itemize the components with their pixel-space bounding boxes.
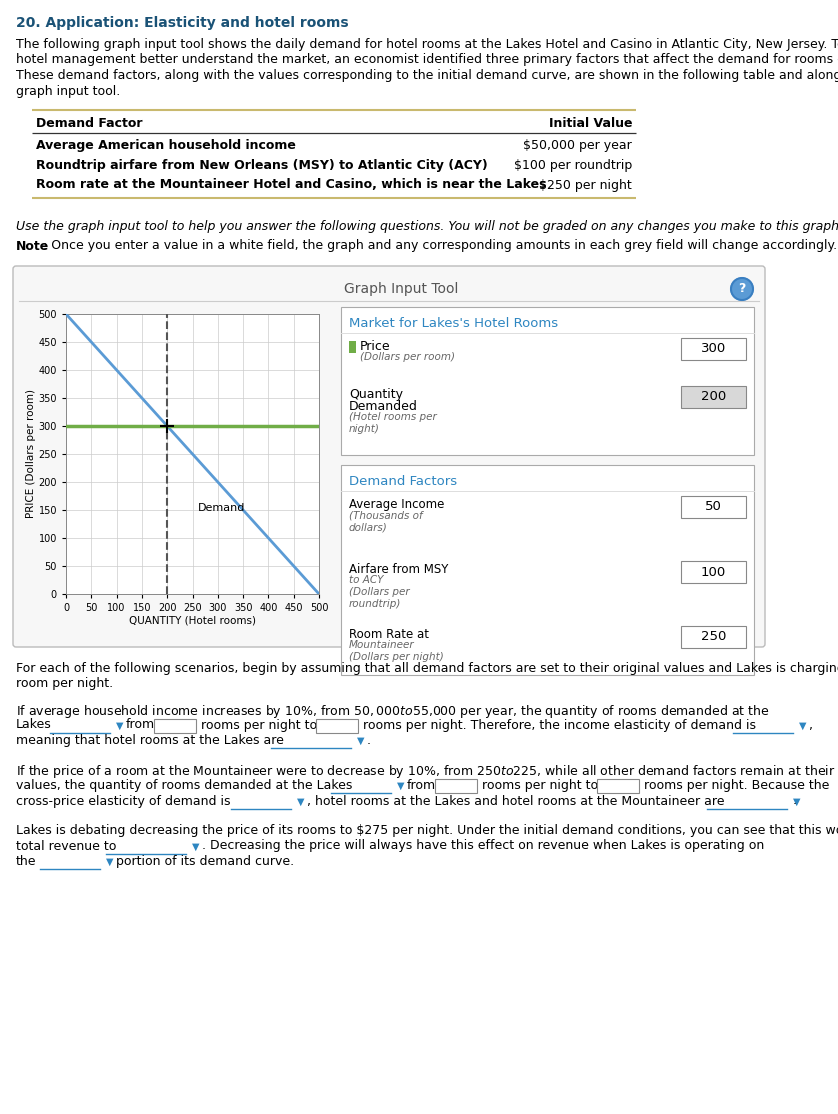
FancyBboxPatch shape <box>681 561 746 583</box>
Text: Quantity: Quantity <box>349 388 403 401</box>
Text: hotel management better understand the market, an economist identified three pri: hotel management better understand the m… <box>16 53 838 67</box>
Text: from: from <box>126 719 155 732</box>
Text: 250: 250 <box>701 631 727 644</box>
Text: rooms per night to: rooms per night to <box>482 779 598 792</box>
Text: roundtrip): roundtrip) <box>349 599 401 609</box>
Text: ▼: ▼ <box>799 721 806 731</box>
Text: portion of its demand curve.: portion of its demand curve. <box>116 856 294 868</box>
X-axis label: QUANTITY (Hotel rooms): QUANTITY (Hotel rooms) <box>129 616 256 626</box>
Text: Roundtrip airfare from New Orleans (MSY) to Atlantic City (ACY): Roundtrip airfare from New Orleans (MSY)… <box>36 159 488 172</box>
Text: (Hotel rooms per: (Hotel rooms per <box>349 412 437 422</box>
FancyBboxPatch shape <box>597 779 639 793</box>
Text: These demand factors, along with the values corresponding to the initial demand : These demand factors, along with the val… <box>16 69 838 82</box>
Text: Lakes: Lakes <box>16 719 52 732</box>
Text: Use the graph input tool to help you answer the following questions. You will no: Use the graph input tool to help you ans… <box>16 219 838 233</box>
Text: Market for Lakes's Hotel Rooms: Market for Lakes's Hotel Rooms <box>349 317 558 330</box>
Text: $250 per night: $250 per night <box>539 178 632 192</box>
FancyBboxPatch shape <box>681 496 746 518</box>
FancyBboxPatch shape <box>681 385 746 408</box>
Text: ▼: ▼ <box>397 781 405 791</box>
FancyBboxPatch shape <box>435 779 477 793</box>
Text: . Decreasing the price will always have this effect on revenue when Lakes is ope: . Decreasing the price will always have … <box>202 840 764 852</box>
Text: ▼: ▼ <box>106 857 113 867</box>
Text: ▼: ▼ <box>192 841 199 851</box>
Text: from: from <box>407 779 436 792</box>
Text: Demanded: Demanded <box>349 400 418 413</box>
FancyBboxPatch shape <box>681 338 746 360</box>
Text: $50,000 per year: $50,000 per year <box>523 139 632 153</box>
Text: graph input tool.: graph input tool. <box>16 85 120 98</box>
Text: Note: Note <box>16 240 49 253</box>
FancyBboxPatch shape <box>681 626 746 648</box>
Text: , hotel rooms at the Lakes and hotel rooms at the Mountaineer are: , hotel rooms at the Lakes and hotel roo… <box>307 794 725 808</box>
Text: Average American household income: Average American household income <box>36 139 296 153</box>
Text: values, the quantity of rooms demanded at the Lakes: values, the quantity of rooms demanded a… <box>16 779 352 792</box>
Text: rooms per night. Because the: rooms per night. Because the <box>644 779 830 792</box>
Text: night): night) <box>349 424 380 434</box>
Text: ▼: ▼ <box>297 797 304 807</box>
FancyBboxPatch shape <box>154 719 196 733</box>
Text: to ACY: to ACY <box>349 575 384 585</box>
Text: Graph Input Tool: Graph Input Tool <box>344 282 458 296</box>
Text: ▼: ▼ <box>116 721 123 731</box>
Text: ▼: ▼ <box>357 736 365 746</box>
Text: Airfare from MSY: Airfare from MSY <box>349 563 448 576</box>
Text: (Dollars per: (Dollars per <box>349 587 410 597</box>
Text: ▼: ▼ <box>793 797 800 807</box>
Text: the: the <box>16 856 37 868</box>
Text: cross-price elasticity of demand is: cross-price elasticity of demand is <box>16 794 230 808</box>
Y-axis label: PRICE (Dollars per room): PRICE (Dollars per room) <box>26 390 35 518</box>
Text: dollars): dollars) <box>349 522 388 532</box>
Text: ,: , <box>809 719 813 732</box>
Circle shape <box>731 278 753 300</box>
Text: Lakes is debating decreasing the price of its rooms to $275 per night. Under the: Lakes is debating decreasing the price o… <box>16 824 838 837</box>
Text: Demand: Demand <box>198 504 245 514</box>
FancyBboxPatch shape <box>316 719 358 733</box>
Text: Room rate at the Mountaineer Hotel and Casino, which is near the Lakes: Room rate at the Mountaineer Hotel and C… <box>36 178 546 192</box>
Text: .: . <box>793 794 797 808</box>
Text: Mountaineer: Mountaineer <box>349 641 415 649</box>
Text: 300: 300 <box>701 342 726 355</box>
Text: 50: 50 <box>705 500 722 514</box>
Text: total revenue to: total revenue to <box>16 840 116 852</box>
Text: rooms per night. Therefore, the income elasticity of demand is: rooms per night. Therefore, the income e… <box>363 719 756 732</box>
Text: rooms per night to: rooms per night to <box>201 719 317 732</box>
Text: If average household income increases by 10%, from $50,000 to $55,000 per year, : If average household income increases by… <box>16 703 769 720</box>
Text: meaning that hotel rooms at the Lakes are: meaning that hotel rooms at the Lakes ar… <box>16 734 284 747</box>
Text: (Dollars per room): (Dollars per room) <box>360 352 455 362</box>
Text: Demand Factor: Demand Factor <box>36 117 142 130</box>
Text: .: . <box>367 734 371 747</box>
Text: 100: 100 <box>701 566 726 578</box>
Text: (Thousands of: (Thousands of <box>349 510 422 520</box>
FancyBboxPatch shape <box>341 307 754 455</box>
Text: 200: 200 <box>701 391 726 403</box>
Text: Average Income: Average Income <box>349 498 444 511</box>
Text: (Dollars per night): (Dollars per night) <box>349 652 444 662</box>
Text: room per night.: room per night. <box>16 677 113 691</box>
Text: Demand Factors: Demand Factors <box>349 475 457 488</box>
Bar <box>349 341 356 353</box>
FancyBboxPatch shape <box>341 465 754 675</box>
Text: 20. Application: Elasticity and hotel rooms: 20. Application: Elasticity and hotel ro… <box>16 16 349 30</box>
Text: Price: Price <box>360 340 391 353</box>
Text: ?: ? <box>738 283 746 295</box>
Text: Initial Value: Initial Value <box>549 117 632 130</box>
Text: $100 per roundtrip: $100 per roundtrip <box>514 159 632 172</box>
Text: : Once you enter a value in a white field, the graph and any corresponding amoun: : Once you enter a value in a white fiel… <box>43 240 837 253</box>
Text: If the price of a room at the Mountaineer were to decrease by 10%, from $250 to : If the price of a room at the Mountainee… <box>16 763 838 781</box>
Text: The following graph input tool shows the daily demand for hotel rooms at the Lak: The following graph input tool shows the… <box>16 38 838 51</box>
FancyBboxPatch shape <box>13 266 765 647</box>
Text: For each of the following scenarios, begin by assuming that all demand factors a: For each of the following scenarios, beg… <box>16 662 838 675</box>
Text: Room Rate at: Room Rate at <box>349 628 429 641</box>
